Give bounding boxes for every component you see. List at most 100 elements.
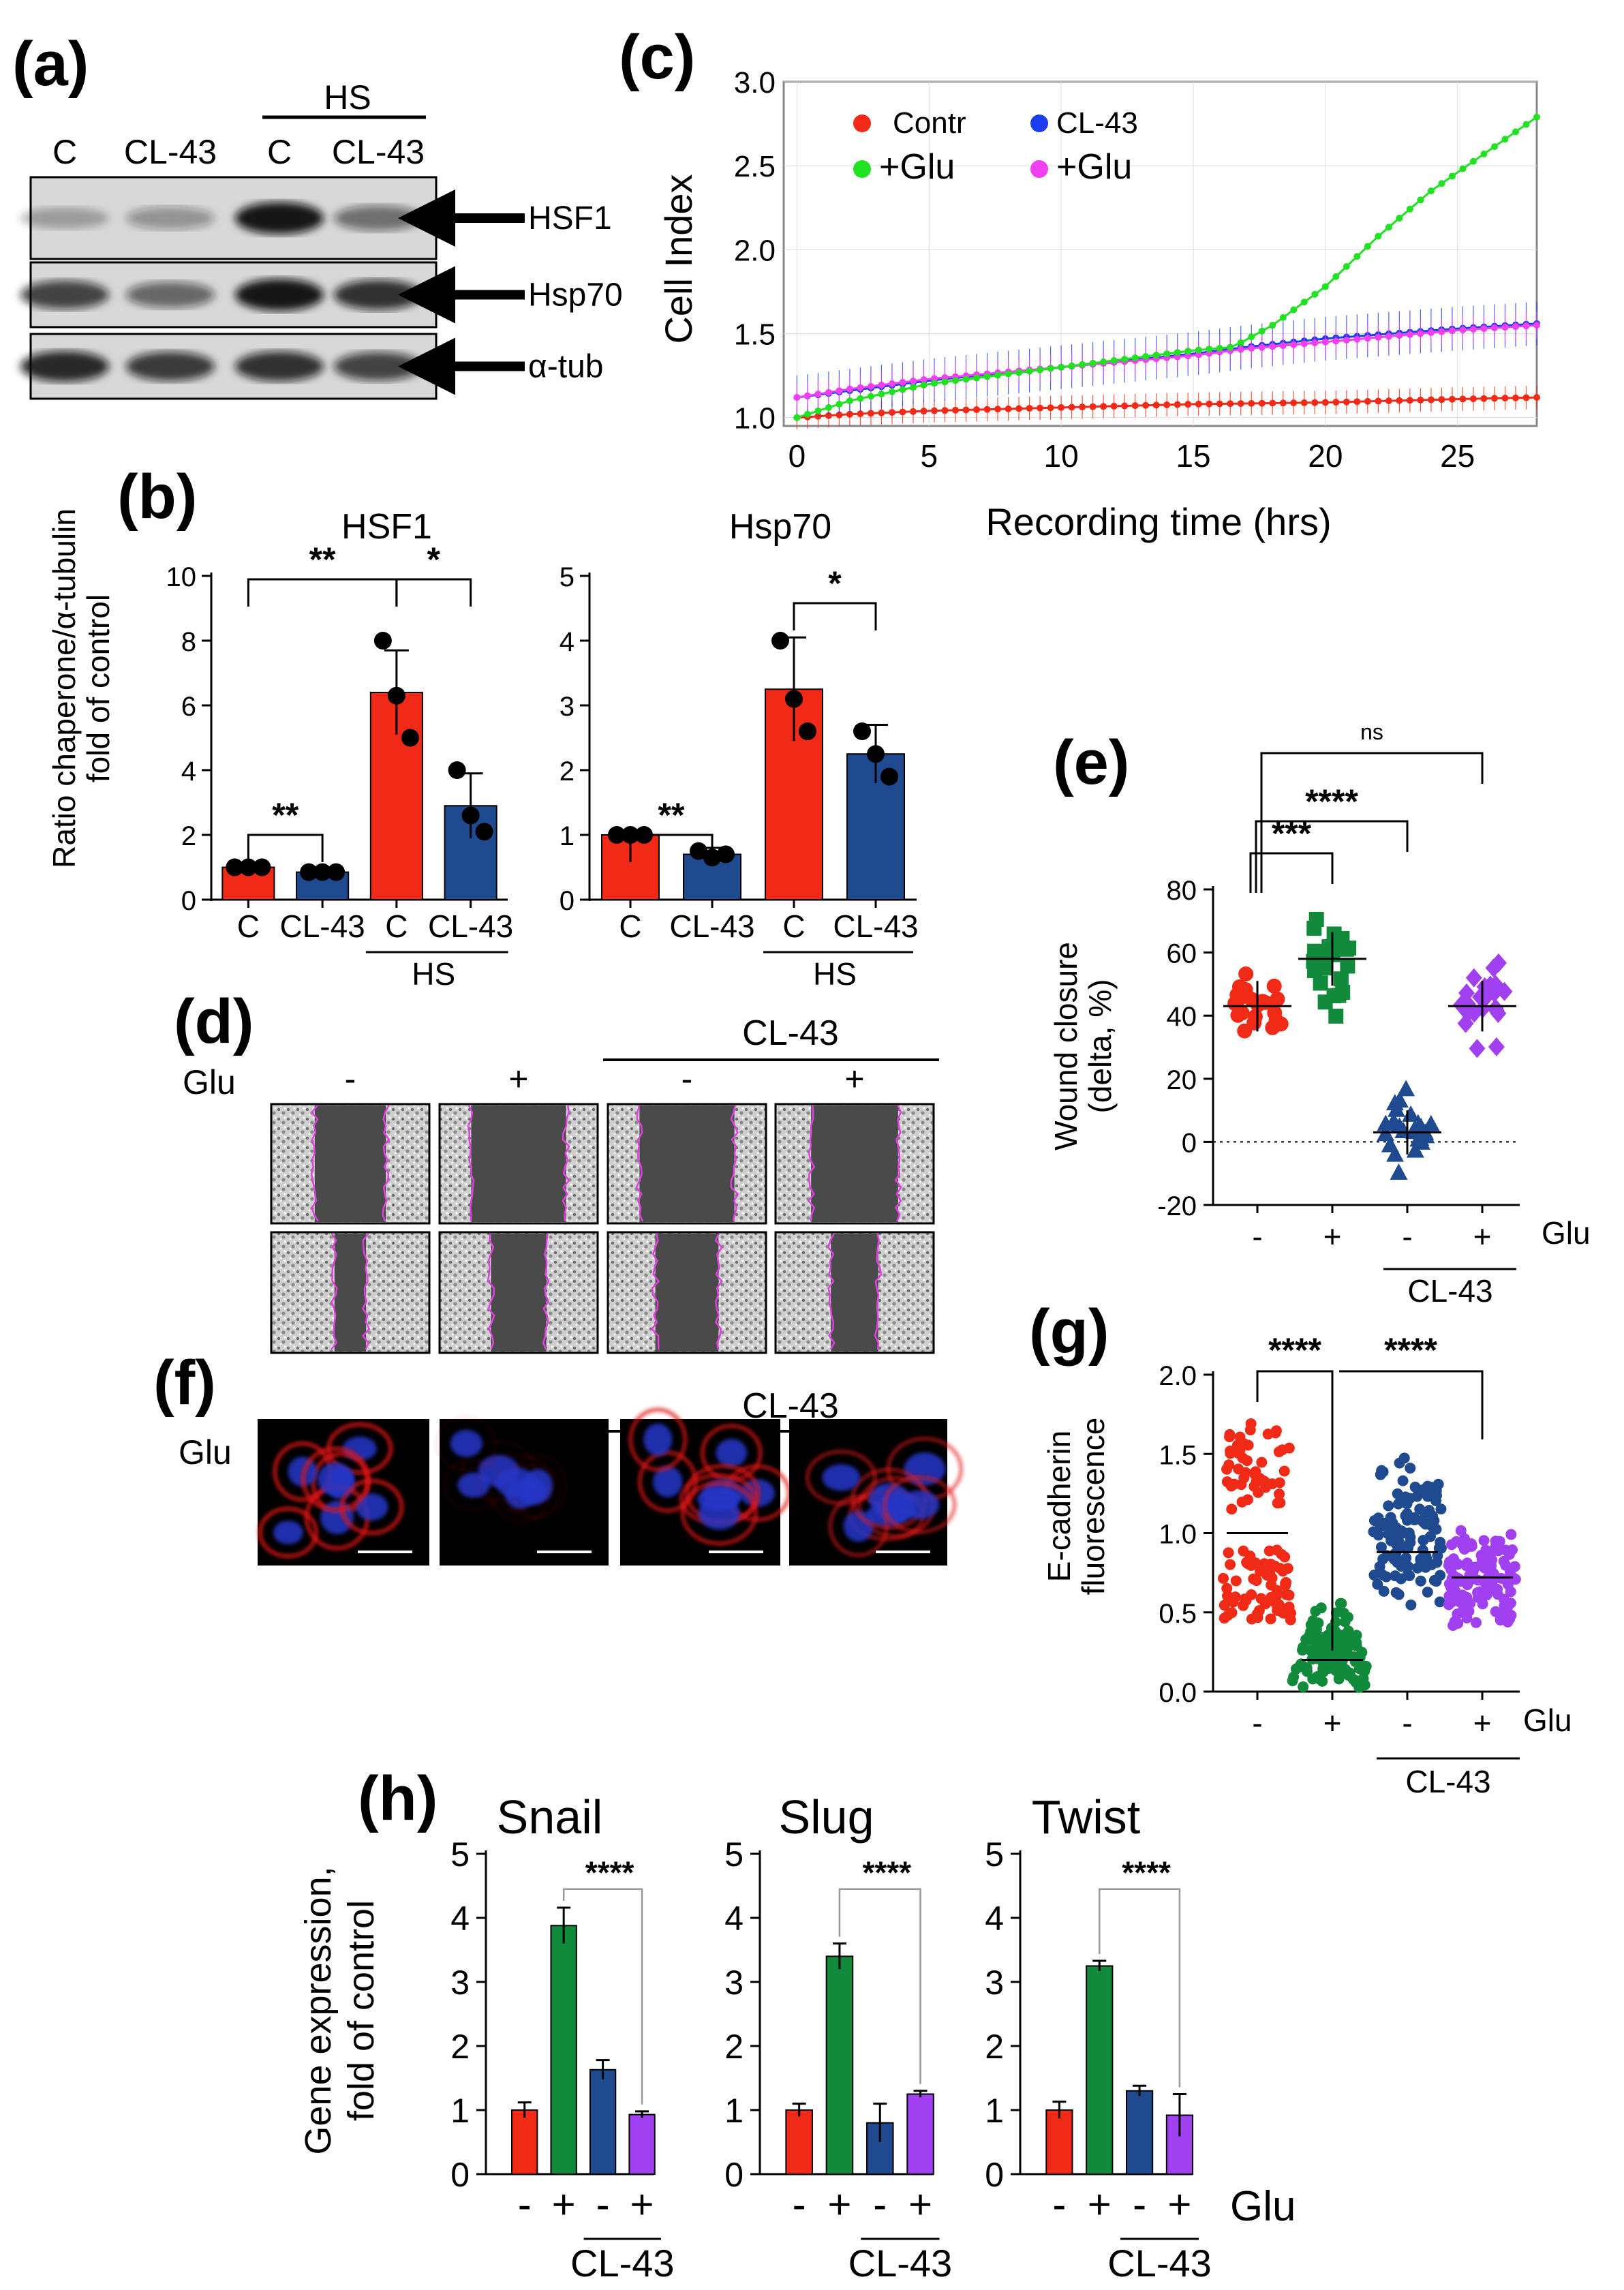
series-point	[1248, 345, 1255, 352]
series-point	[1448, 172, 1456, 180]
scatter-point	[1378, 1585, 1390, 1597]
panel-e-label: (e)	[1053, 728, 1129, 797]
significance-label: ****	[1384, 1331, 1437, 1369]
e-ylabel-2: (delta, %)	[1082, 979, 1118, 1114]
b-ylabel-1: Ratio chaperone/α-tubulin	[46, 508, 82, 868]
significance-label: **	[309, 540, 336, 579]
cl43-label: CL-43	[1407, 1273, 1492, 1309]
y-axis-label: Cell Index	[657, 174, 700, 344]
scatter-point	[1331, 1653, 1343, 1664]
bar	[1125, 2090, 1154, 2176]
series-point	[1005, 405, 1012, 412]
x-sign: +	[1473, 1219, 1492, 1254]
h-ylabel-2: fold of control	[341, 1900, 382, 2121]
scatter-point	[1270, 991, 1285, 1007]
legend-label: +Glu	[879, 147, 955, 187]
series-point	[1216, 400, 1223, 408]
cell-membrane	[681, 1481, 758, 1546]
glu-label: Glu	[183, 1063, 236, 1101]
wound-edge	[562, 1105, 570, 1222]
x-tick-label: 10	[1044, 438, 1079, 474]
wound-healing-images: Glu - + - +CL-43	[183, 1013, 939, 1354]
scatter-point	[1390, 1538, 1402, 1550]
series-contr	[793, 385, 1540, 429]
scatter-point	[1443, 1578, 1455, 1590]
series-point	[1533, 113, 1540, 121]
scatter-point	[1383, 1500, 1394, 1512]
y-tick-label: 2	[724, 2028, 744, 2066]
scatter-point	[1305, 1626, 1317, 1638]
micrograph	[435, 1416, 609, 1566]
series-point	[1237, 400, 1244, 408]
series-point	[1026, 405, 1033, 412]
scatter-point	[1385, 1112, 1403, 1129]
data-point	[239, 858, 258, 876]
series-point	[1480, 325, 1488, 333]
y-tick-label: 3	[560, 692, 574, 722]
wound-gap	[334, 1234, 367, 1352]
scatter-point	[1372, 1578, 1383, 1590]
series-point	[1353, 335, 1361, 343]
scatter-point	[1390, 1163, 1408, 1180]
bar	[628, 2113, 656, 2176]
scatter-point	[1302, 1634, 1314, 1646]
scatter-point	[1306, 920, 1322, 936]
hs-label: HS	[412, 956, 455, 992]
series-point	[994, 371, 1002, 379]
scatter-point	[1401, 1498, 1413, 1510]
y-tick-label: 5	[450, 1835, 470, 1874]
series-point	[1417, 396, 1424, 403]
scatter-point	[1265, 1613, 1276, 1625]
scatter-point	[1317, 994, 1333, 1010]
series-point	[1311, 399, 1319, 406]
cell-membrane	[258, 1507, 318, 1559]
scatter-point	[1238, 966, 1254, 981]
scatter-point	[1274, 1488, 1285, 1500]
x-tick-label: CL-43	[669, 909, 754, 944]
series-point	[1258, 344, 1266, 351]
series-point	[1047, 365, 1054, 372]
scatter-point	[1454, 1596, 1465, 1608]
scatter-point	[1263, 1545, 1275, 1557]
series-point	[1047, 404, 1054, 412]
blot-band	[126, 281, 215, 308]
y-tick-label: 4	[560, 627, 574, 657]
series-point	[1037, 404, 1044, 412]
data-point	[327, 863, 346, 881]
cell-membrane	[628, 1407, 687, 1471]
series-point	[1427, 329, 1435, 337]
data-point	[867, 745, 885, 763]
series-point	[1110, 356, 1118, 364]
scatter-point	[1266, 1478, 1278, 1490]
series-point	[1375, 397, 1382, 405]
series-point	[1459, 326, 1467, 334]
series-point	[962, 406, 970, 414]
significance-label: ****	[1305, 782, 1358, 821]
scatter-point	[1447, 1553, 1459, 1565]
series-point	[1406, 205, 1413, 213]
blot-band	[235, 202, 324, 234]
scatter-point	[1417, 1127, 1435, 1144]
chart-title: Slug	[778, 1790, 874, 1844]
scatter-point	[1332, 936, 1347, 951]
scatter-point	[1262, 1429, 1274, 1440]
glu-label: Glu	[179, 1433, 232, 1471]
wound-closure-scatter: Wound closure(delta, %) -20 0 20 40 60 80 - + - + G…	[1048, 720, 1591, 1309]
data-point	[387, 686, 405, 705]
scatter-point	[1223, 1459, 1235, 1471]
series-point	[836, 411, 843, 418]
legend-marker	[853, 160, 871, 178]
micrograph	[620, 1407, 791, 1566]
x-sign: +	[1167, 2182, 1191, 2227]
x-tick-label: C	[237, 909, 260, 944]
chart-title: Snail	[497, 1790, 603, 1844]
series-point	[920, 382, 928, 389]
y-tick-label: 4	[985, 1899, 1004, 1938]
series-point	[1037, 366, 1044, 373]
series-point	[1174, 401, 1181, 408]
scatter-point	[1310, 1606, 1321, 1617]
wound-edge	[635, 1105, 644, 1222]
y-tick-label: 0	[560, 886, 574, 916]
cell-membrane	[701, 1424, 763, 1482]
cell-nucleus	[318, 1463, 354, 1496]
